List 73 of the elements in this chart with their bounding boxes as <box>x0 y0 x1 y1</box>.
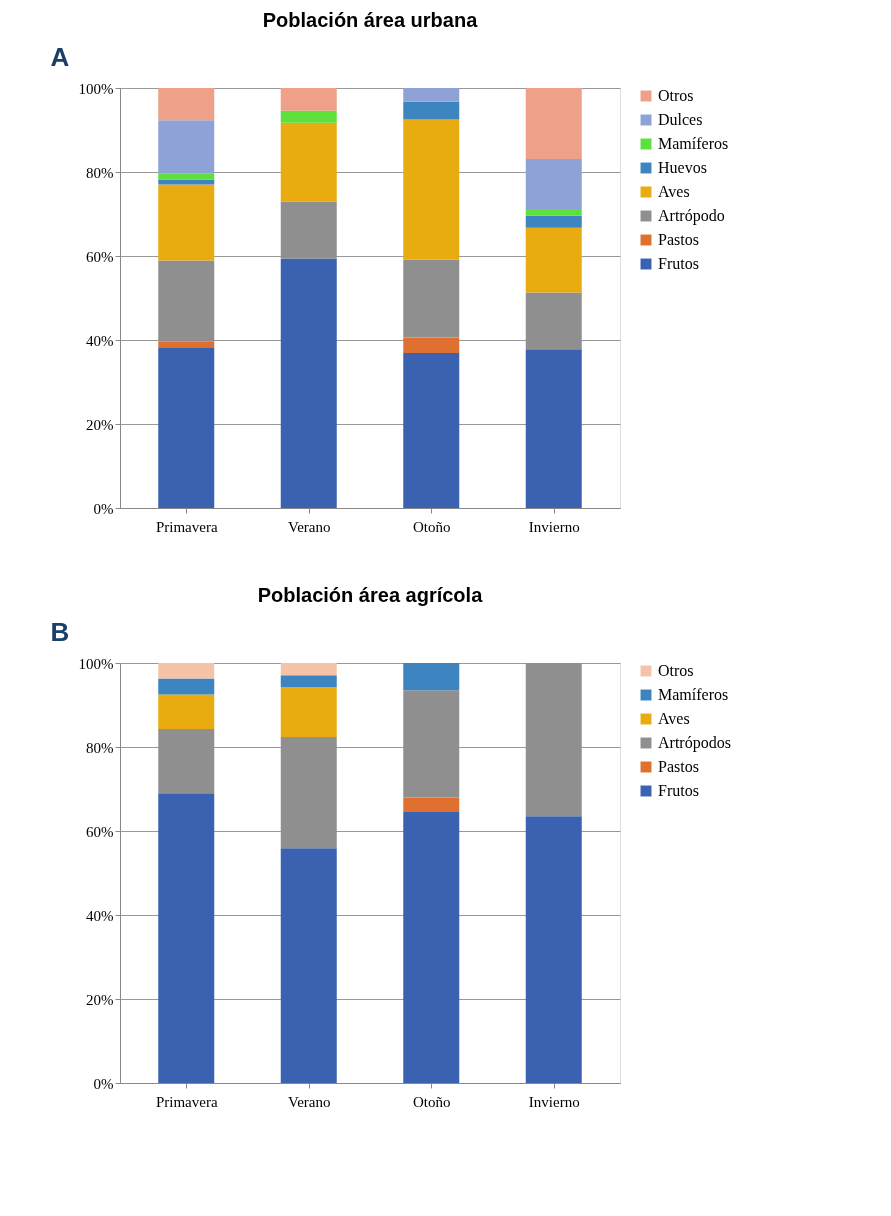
text: A <box>50 42 70 72</box>
legend-label: Dulces <box>658 111 703 128</box>
bar <box>525 227 582 293</box>
legend-label: Aves <box>658 710 690 727</box>
legend-label: Frutos <box>658 255 699 272</box>
y-tick-label: 40% <box>86 332 114 349</box>
y-tick-label: 20% <box>86 991 114 1008</box>
bar <box>158 347 215 508</box>
chart-title: Población área agrícola <box>257 584 484 606</box>
legend-label: Artrópodos <box>658 734 731 752</box>
bar <box>158 793 215 1083</box>
y-tick-label: 80% <box>86 739 114 756</box>
legend-label: Huevos <box>658 159 707 176</box>
bar <box>158 184 215 261</box>
bar <box>525 816 582 1083</box>
bar <box>525 208 582 216</box>
x-tick-label: Verano <box>288 1093 331 1110</box>
bar <box>403 663 460 691</box>
x-tick-label: Primavera <box>155 1093 218 1110</box>
bar <box>403 353 460 508</box>
legend-label: Pastos <box>658 758 699 775</box>
bar <box>403 812 460 1083</box>
legend-label: Aves <box>658 183 690 200</box>
bar <box>403 119 460 260</box>
x-tick-label: Primavera <box>155 518 218 535</box>
x-tick-label: Invierno <box>528 518 580 535</box>
bar <box>280 663 337 676</box>
bar <box>525 88 582 159</box>
bar <box>525 158 582 209</box>
legend-label: Frutos <box>658 782 699 799</box>
y-tick-label: 60% <box>86 823 114 840</box>
bar <box>280 88 337 111</box>
y-tick-label: 0% <box>93 500 114 517</box>
y-tick-label: 100% <box>78 80 114 97</box>
bar <box>158 120 215 174</box>
bar <box>158 678 215 695</box>
bar <box>525 349 582 508</box>
bar <box>403 88 460 102</box>
x-tick-label: Verano <box>288 518 331 535</box>
bar <box>525 215 582 228</box>
bar <box>280 122 337 202</box>
y-tick-label: 40% <box>86 907 114 924</box>
y-tick-label: 20% <box>86 416 114 433</box>
bar <box>280 675 337 687</box>
x-tick-label: Otoño <box>413 1093 451 1110</box>
bar <box>158 173 215 180</box>
y-tick-label: 60% <box>86 248 114 265</box>
legend-label: Pastos <box>658 231 699 248</box>
bar <box>158 694 215 729</box>
legend-label: Otros <box>658 662 694 679</box>
y-tick-label: 100% <box>78 655 114 672</box>
y-tick-label: 0% <box>93 1075 114 1092</box>
legend-label: Mamíferos <box>658 686 729 703</box>
x-tick-label: Invierno <box>528 1093 580 1110</box>
x-tick-label: Otoño <box>413 518 451 535</box>
bar <box>403 101 460 120</box>
legend-label: Otros <box>658 87 694 104</box>
bar <box>403 259 460 338</box>
bar <box>158 663 215 679</box>
bar <box>158 179 215 185</box>
legend-label: Artrópodo <box>658 207 725 225</box>
legend-label: Mamíferos <box>658 135 729 152</box>
bar <box>403 337 460 354</box>
bar <box>280 110 337 123</box>
chart-title: Población área urbana <box>262 9 479 31</box>
bar <box>280 848 337 1083</box>
bar <box>158 88 215 121</box>
text: B <box>50 617 70 647</box>
y-tick-label: 80% <box>86 164 114 181</box>
bar <box>280 258 337 508</box>
bar <box>280 686 337 737</box>
bar <box>158 341 215 348</box>
bar <box>403 797 460 813</box>
